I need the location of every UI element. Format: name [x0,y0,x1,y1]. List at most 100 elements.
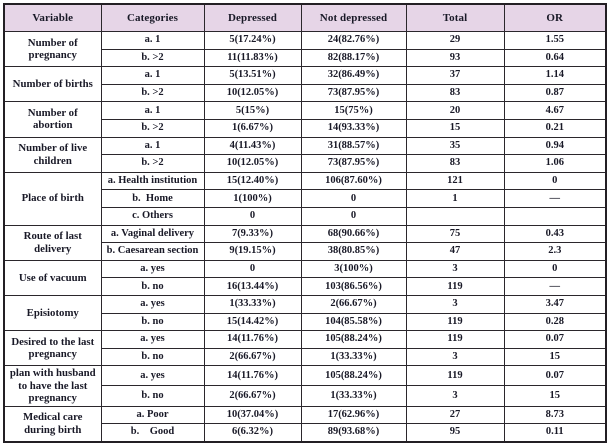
variable-cell: Number of births [3,66,102,103]
or-cell: 15 [503,385,607,407]
depressed-cell: 14(11.76%) [203,330,302,349]
or-cell: 1.55 [503,31,607,50]
not-depressed-cell: 103(86.56%) [300,277,407,296]
column-header-not-depressed: Not depressed [300,3,407,32]
depressed-cell: 1(100%) [203,189,302,208]
or-cell: 1.06 [503,154,607,173]
or-cell: 0.43 [503,224,607,244]
table-row: b. no 2(66.67%) 1(33.33%) 3 15 [4,347,607,367]
variable-cell: Route of last delivery [3,224,102,261]
category-cell: b. no [100,347,205,367]
depressed-cell: 9(19.15%) [203,242,302,261]
table-row: Number of abortion a. 1 5(15%) 15(75%) 20 4.6… [3,101,607,138]
table-row: Number of births a. 1 5(13.51%) 32(86.49%) 3… [3,66,607,103]
table-row: Episiotomy a. yes 1(33.33%) 2(66.67%) 3 3.47 [3,294,607,332]
total-cell: 1 [405,189,505,208]
not-depressed-cell: 104(85.58%) [300,312,407,332]
category-cell: a. 1 [100,136,205,156]
or-cell: 3.47 [503,294,607,314]
depressed-cell: 15(14.42%) [203,312,302,332]
or-cell: 0.07 [503,330,607,349]
table-row: b. Home 1(100%) 0 1— [4,189,607,208]
depressed-cell: 14(11.76%) [203,365,302,387]
not-depressed-cell: 0 [300,206,407,226]
not-depressed-cell: 105(88.24%) [300,330,407,349]
or-cell: 1.14 [503,66,607,85]
not-depressed-cell: 32(86.49%) [300,66,407,85]
odds-ratio-table: Variable Categories Depressed Not depressed… [3,3,607,443]
table-row: Medical care during birth a. Poor 10(37.04… [3,405,607,443]
category-cell: b. >2 [100,48,205,68]
or-cell: — [503,189,607,208]
depressed-cell: 10(37.04%) [203,405,302,425]
depressed-cell: 16(13.44%) [203,277,302,296]
column-header-variable: Variable [3,3,102,32]
total-cell: 35 [405,136,505,156]
category-cell: a. yes [100,330,205,349]
or-cell: 0.87 [503,83,607,103]
column-header-total: Total [405,3,505,32]
not-depressed-cell: 38(80.85%) [300,242,407,261]
depressed-cell: 4(11.43%) [203,136,302,156]
or-cell: 0 [503,259,607,279]
variable-cell: plan with husband to have the last pregn… [3,365,102,407]
or-cell: 0 [503,171,607,191]
total-cell: 37 [405,66,505,85]
category-cell: b. Caesarean section [100,242,205,261]
table-row: plan with husband to have the last pregn… [3,365,607,407]
or-cell: 0.28 [503,312,607,332]
category-cell: b. no [100,312,205,332]
category-cell: c. Others [100,206,205,226]
table-row: b. >2 1(6.67%) 14(93.33%) 15 0.21 [4,118,607,138]
not-depressed-cell: 1(33.33%) [300,385,407,407]
table-row: b. >2 10(12.05%) 73(87.95%) 83 1.06 [4,154,607,173]
total-cell: 119 [405,277,505,296]
total-cell: 83 [405,83,505,103]
depressed-cell: 1(6.67%) [203,118,302,138]
column-header-depressed: Depressed [203,3,302,32]
category-cell: b. no [100,277,205,296]
category-cell: a. 1 [100,66,205,85]
not-depressed-cell: 3(100%) [300,259,407,279]
variable-cell: Use of vacuum [3,259,102,296]
table-row: b. no 2(66.67%) 1(33.33%) 3 15 [4,385,607,407]
category-cell: b. no [100,385,205,407]
total-cell: 47 [405,242,505,261]
total-cell: 119 [405,312,505,332]
total-cell: 83 [405,154,505,173]
category-cell: a. 1 [100,31,205,50]
not-depressed-cell: 68(90.66%) [300,224,407,244]
category-cell: a. Poor [100,405,205,425]
depressed-cell: 15(12.40%) [203,171,302,191]
variable-cell: Number of abortion [3,101,102,138]
category-cell: a. Vaginal delivery [100,224,205,244]
variable-cell: Number of pregnancy [3,30,102,68]
table-row: Desired to the last pregnancy a. yes 14(11… [3,330,607,367]
depressed-cell: 11(11.83%) [203,48,302,68]
category-cell: a. yes [100,365,205,387]
header-row: Variable Categories Depressed Not depressed… [3,3,607,32]
depressed-cell: 10(12.05%) [203,154,302,173]
or-cell: 8.73 [503,405,607,425]
not-depressed-cell: 73(87.95%) [300,83,407,103]
total-cell: 3 [405,347,505,367]
table-row: Use of vacuum a. yes 0 3(100%) 3 0 [3,259,607,296]
or-cell: 0.64 [503,48,607,68]
total-cell: 15 [405,118,505,138]
table-row: Number of live children a. 1 4(11.43%) 31(8… [3,136,607,173]
table-row: c. Others 0 0 [4,206,607,226]
variable-cell: Desired to the last pregnancy [3,330,102,367]
or-cell: 0.07 [503,365,607,387]
total-cell: 75 [405,224,505,244]
depressed-cell: 10(12.05%) [203,83,302,103]
depressed-cell: 7(9.33%) [203,224,302,244]
category-cell: b. Home [100,189,205,208]
total-cell: 121 [405,171,505,191]
not-depressed-cell: 2(66.67%) [300,294,407,314]
or-cell: — [503,277,607,296]
depressed-cell: 2(66.67%) [203,385,302,407]
category-cell: a. yes [100,294,205,314]
table-row: Place of birth a. Health institution 15(12… [3,171,607,226]
total-cell: 29 [405,31,505,50]
total-cell: 20 [405,101,505,120]
